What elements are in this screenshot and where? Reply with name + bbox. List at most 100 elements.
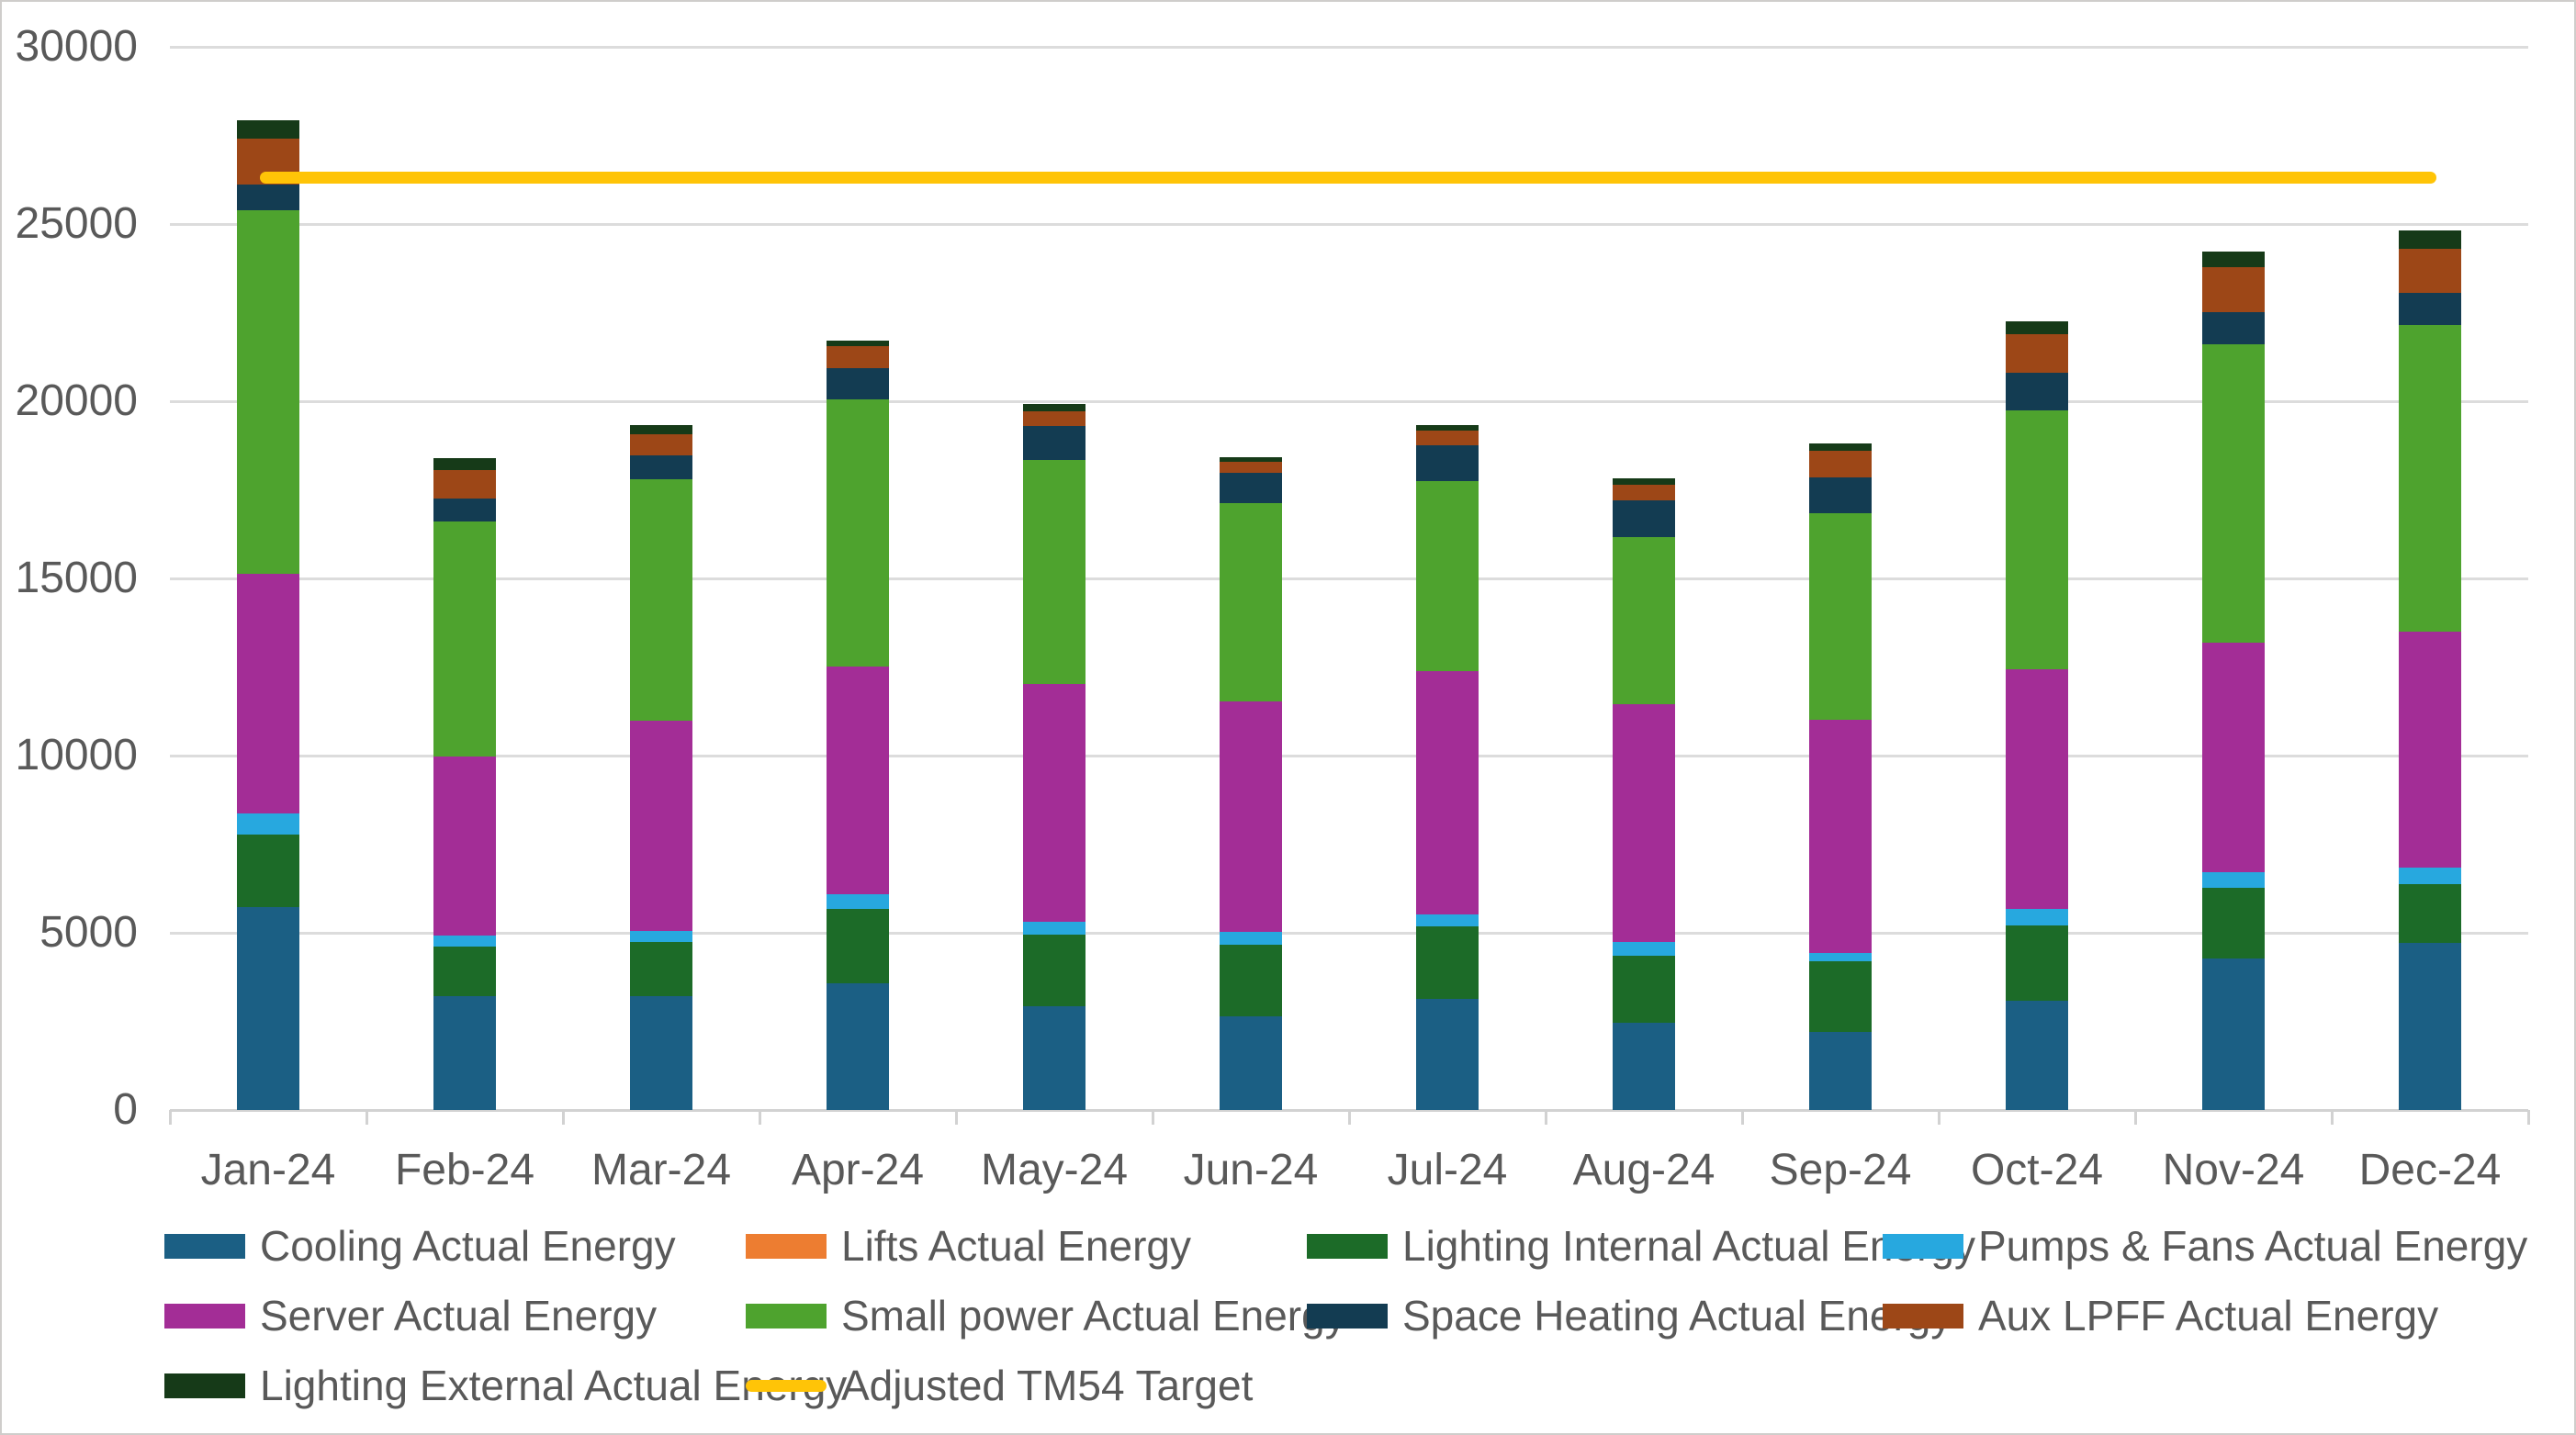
bar-segment-6-small-power-actual-energy[interactable]: [1220, 502, 1282, 701]
bar-segment-3-cooling-actual-energy[interactable]: [630, 995, 692, 1110]
bar-segment-3-lighting-external-actual-energy[interactable]: [630, 424, 692, 434]
bar-segment-9-lighting-external-actual-energy[interactable]: [1809, 443, 1872, 452]
bar-segment-2-small-power-actual-energy[interactable]: [433, 521, 496, 757]
bar-segment-4-space-heating-actual-energy[interactable]: [827, 367, 889, 400]
bar-segment-4-aux-lpff-actual-energy[interactable]: [827, 346, 889, 368]
bar-segment-10-cooling-actual-energy[interactable]: [2006, 1001, 2068, 1110]
bar-segment-5-lighting-internal-actual-energy[interactable]: [1023, 934, 1086, 1007]
target-line[interactable]: [260, 172, 2436, 185]
bar-segment-2-server-actual-energy[interactable]: [433, 756, 496, 936]
bar-segment-1-pumps-fans-actual-energy[interactable]: [237, 813, 299, 835]
bar-segment-1-cooling-actual-energy[interactable]: [237, 907, 299, 1110]
bar-segment-10-lighting-internal-actual-energy[interactable]: [2006, 925, 2068, 1002]
legend-item-lighting-internal-actual-energy[interactable]: Lighting Internal Actual Energy: [1307, 1220, 1975, 1272]
bar-segment-3-pumps-fans-actual-energy[interactable]: [630, 930, 692, 943]
bar-segment-9-pumps-fans-actual-energy[interactable]: [1809, 953, 1872, 961]
bar-segment-12-server-actual-energy[interactable]: [2399, 632, 2461, 868]
bar-segment-11-server-actual-energy[interactable]: [2202, 643, 2265, 873]
bar-segment-4-lighting-internal-actual-energy[interactable]: [827, 909, 889, 984]
bar-segment-8-lighting-external-actual-energy[interactable]: [1613, 478, 1675, 486]
bar-segment-12-lighting-external-actual-energy[interactable]: [2399, 230, 2461, 250]
bar-segment-11-pumps-fans-actual-energy[interactable]: [2202, 872, 2265, 888]
bar-segment-6-lighting-internal-actual-energy[interactable]: [1220, 945, 1282, 1017]
bar-segment-1-lighting-external-actual-energy[interactable]: [237, 120, 299, 140]
bar-segment-6-cooling-actual-energy[interactable]: [1220, 1016, 1282, 1110]
bar-segment-8-small-power-actual-energy[interactable]: [1613, 536, 1675, 705]
bar-segment-10-space-heating-actual-energy[interactable]: [2006, 373, 2068, 411]
bar-segment-5-cooling-actual-energy[interactable]: [1023, 1006, 1086, 1110]
bar-segment-9-space-heating-actual-energy[interactable]: [1809, 477, 1872, 514]
bar-segment-11-aux-lpff-actual-energy[interactable]: [2202, 267, 2265, 313]
bar-segment-12-space-heating-actual-energy[interactable]: [2399, 293, 2461, 325]
bar-segment-8-cooling-actual-energy[interactable]: [1613, 1022, 1675, 1110]
bar-segment-3-small-power-actual-energy[interactable]: [630, 478, 692, 722]
bar-segment-10-lighting-external-actual-energy[interactable]: [2006, 321, 2068, 335]
bar-segment-7-server-actual-energy[interactable]: [1416, 671, 1479, 914]
legend-item-aux-lpff-actual-energy[interactable]: Aux LPFF Actual Energy: [1883, 1290, 2438, 1341]
bar-segment-2-cooling-actual-energy[interactable]: [433, 995, 496, 1110]
bar-segment-2-space-heating-actual-energy[interactable]: [433, 498, 496, 522]
bar-segment-8-space-heating-actual-energy[interactable]: [1613, 499, 1675, 537]
bar-segment-11-lighting-internal-actual-energy[interactable]: [2202, 887, 2265, 959]
bar-segment-10-small-power-actual-energy[interactable]: [2006, 410, 2068, 670]
bar-segment-4-server-actual-energy[interactable]: [827, 667, 889, 894]
bar-segment-3-aux-lpff-actual-energy[interactable]: [630, 433, 692, 456]
bar-segment-4-lighting-external-actual-energy[interactable]: [827, 341, 889, 347]
legend-item-server-actual-energy[interactable]: Server Actual Energy: [164, 1290, 657, 1341]
bar-segment-6-aux-lpff-actual-energy[interactable]: [1220, 461, 1282, 474]
bar-segment-2-aux-lpff-actual-energy[interactable]: [433, 470, 496, 499]
bar-segment-12-small-power-actual-energy[interactable]: [2399, 324, 2461, 633]
bar-segment-8-aux-lpff-actual-energy[interactable]: [1613, 485, 1675, 500]
bar-segment-6-lighting-external-actual-energy[interactable]: [1220, 456, 1282, 462]
bar-segment-9-lighting-internal-actual-energy[interactable]: [1809, 960, 1872, 1032]
bar-segment-7-pumps-fans-actual-energy[interactable]: [1416, 914, 1479, 927]
bar-segment-12-cooling-actual-energy[interactable]: [2399, 943, 2461, 1110]
bar-segment-12-aux-lpff-actual-energy[interactable]: [2399, 249, 2461, 294]
bar-segment-1-lighting-internal-actual-energy[interactable]: [237, 834, 299, 907]
bar-segment-6-server-actual-energy[interactable]: [1220, 701, 1282, 933]
bar-segment-7-space-heating-actual-energy[interactable]: [1416, 444, 1479, 481]
bar-segment-4-cooling-actual-energy[interactable]: [827, 983, 889, 1110]
legend-item-cooling-actual-energy[interactable]: Cooling Actual Energy: [164, 1220, 676, 1272]
bar-segment-10-pumps-fans-actual-energy[interactable]: [2006, 909, 2068, 926]
bar-segment-11-cooling-actual-energy[interactable]: [2202, 958, 2265, 1110]
bar-segment-7-lighting-internal-actual-energy[interactable]: [1416, 926, 1479, 999]
bar-segment-1-small-power-actual-energy[interactable]: [237, 210, 299, 574]
legend-item-lighting-external-actual-energy[interactable]: Lighting External Actual Energy: [164, 1360, 847, 1411]
bar-segment-8-lighting-internal-actual-energy[interactable]: [1613, 956, 1675, 1023]
bar-segment-4-small-power-actual-energy[interactable]: [827, 399, 889, 667]
bar-segment-10-aux-lpff-actual-energy[interactable]: [2006, 334, 2068, 374]
bar-segment-6-space-heating-actual-energy[interactable]: [1220, 473, 1282, 503]
bar-segment-7-cooling-actual-energy[interactable]: [1416, 998, 1479, 1110]
bar-segment-9-aux-lpff-actual-energy[interactable]: [1809, 451, 1872, 478]
bar-segment-9-small-power-actual-energy[interactable]: [1809, 513, 1872, 721]
bar-segment-1-server-actual-energy[interactable]: [237, 573, 299, 813]
bar-segment-12-pumps-fans-actual-energy[interactable]: [2399, 867, 2461, 884]
bar-segment-4-pumps-fans-actual-energy[interactable]: [827, 893, 889, 910]
legend-item-adjusted-tm54-target[interactable]: Adjusted TM54 Target: [746, 1360, 1253, 1411]
bar-segment-5-lighting-external-actual-energy[interactable]: [1023, 404, 1086, 411]
bar-segment-3-server-actual-energy[interactable]: [630, 721, 692, 931]
bar-segment-8-pumps-fans-actual-energy[interactable]: [1613, 942, 1675, 957]
legend-item-space-heating-actual-energy[interactable]: Space Heating Actual Energy: [1307, 1290, 1952, 1341]
bar-segment-5-space-heating-actual-energy[interactable]: [1023, 425, 1086, 461]
bar-segment-9-cooling-actual-energy[interactable]: [1809, 1031, 1872, 1110]
bar-segment-5-aux-lpff-actual-energy[interactable]: [1023, 411, 1086, 426]
bar-segment-3-lighting-internal-actual-energy[interactable]: [630, 942, 692, 996]
bar-segment-1-space-heating-actual-energy[interactable]: [237, 184, 299, 211]
bar-segment-11-lighting-external-actual-energy[interactable]: [2202, 251, 2265, 268]
bar-segment-5-pumps-fans-actual-energy[interactable]: [1023, 921, 1086, 935]
bar-segment-2-lighting-external-actual-energy[interactable]: [433, 457, 496, 471]
bar-segment-9-server-actual-energy[interactable]: [1809, 720, 1872, 953]
bar-segment-11-small-power-actual-energy[interactable]: [2202, 343, 2265, 644]
bar-segment-7-aux-lpff-actual-energy[interactable]: [1416, 430, 1479, 445]
bar-segment-7-small-power-actual-energy[interactable]: [1416, 480, 1479, 672]
bar-segment-2-lighting-internal-actual-energy[interactable]: [433, 947, 496, 996]
bar-segment-3-space-heating-actual-energy[interactable]: [630, 455, 692, 479]
bar-segment-7-lighting-external-actual-energy[interactable]: [1416, 424, 1479, 431]
bar-segment-2-pumps-fans-actual-energy[interactable]: [433, 936, 496, 947]
bar-segment-10-server-actual-energy[interactable]: [2006, 669, 2068, 910]
legend-item-pumps-fans-actual-energy[interactable]: Pumps & Fans Actual Energy: [1883, 1220, 2527, 1272]
bar-segment-12-lighting-internal-actual-energy[interactable]: [2399, 883, 2461, 943]
legend-item-small-power-actual-energy[interactable]: Small power Actual Energy: [746, 1290, 1346, 1341]
